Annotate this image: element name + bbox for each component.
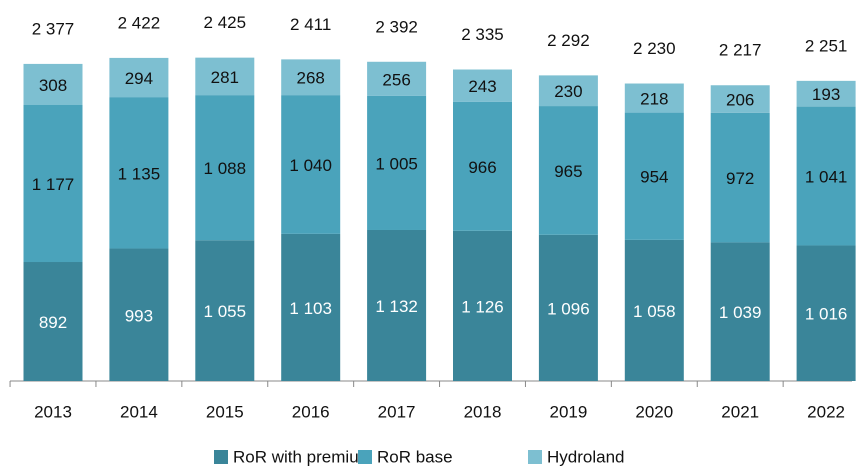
data-label: 1 135 — [118, 164, 161, 183]
total-label: 2 251 — [805, 36, 848, 55]
data-label: 1 103 — [289, 299, 332, 318]
data-label: 193 — [812, 85, 840, 104]
legend-swatch — [214, 450, 228, 464]
data-label: 1 039 — [719, 303, 762, 322]
bar-segment — [195, 57, 255, 96]
total-label: 2 230 — [633, 39, 676, 58]
bar-segment — [195, 95, 255, 241]
bar-segment — [453, 101, 512, 231]
data-label: 218 — [640, 90, 668, 109]
data-label: 966 — [468, 158, 496, 177]
bar-segment — [624, 112, 684, 240]
bar-segment — [624, 239, 684, 381]
bar-segment — [538, 106, 598, 235]
x-tick-label: 2015 — [206, 402, 244, 421]
total-label: 2 425 — [204, 13, 247, 32]
bar-segment — [23, 63, 83, 105]
data-label: 1 096 — [547, 299, 590, 318]
bar-segment — [23, 262, 83, 381]
legend-swatch — [358, 450, 372, 464]
total-label: 2 422 — [118, 13, 161, 32]
x-tick-label: 2019 — [549, 402, 587, 421]
data-label: 1 058 — [633, 302, 676, 321]
bar-segment — [538, 234, 598, 381]
data-label: 972 — [726, 169, 754, 188]
data-label: 1 041 — [805, 168, 848, 187]
total-label: 2 335 — [461, 25, 504, 44]
bar-segment — [796, 80, 856, 107]
data-label: 308 — [39, 76, 67, 95]
bar-segment — [367, 61, 427, 96]
data-label: 206 — [726, 90, 754, 109]
bar-segment — [796, 245, 856, 381]
data-label: 1 126 — [461, 297, 504, 316]
bar-segment — [710, 242, 770, 381]
x-tick-label: 2013 — [34, 402, 72, 421]
data-label: 954 — [640, 168, 668, 187]
bar-segment — [796, 106, 856, 246]
data-label: 965 — [554, 162, 582, 181]
bar-segment — [710, 112, 770, 243]
bar-segment — [23, 104, 83, 263]
bar-segment — [453, 230, 512, 381]
x-tick-label: 2022 — [807, 402, 845, 421]
legend-label: RoR base — [377, 447, 453, 466]
bar-segment — [453, 69, 512, 102]
data-label: 230 — [554, 82, 582, 101]
data-label: 1 088 — [204, 159, 247, 178]
x-tick-label: 2018 — [464, 402, 502, 421]
bar-segment — [195, 240, 255, 381]
bar-segment — [624, 83, 684, 113]
bar-segment — [109, 57, 169, 98]
x-tick-label: 2021 — [721, 402, 759, 421]
data-label: 892 — [39, 313, 67, 332]
x-tick-label: 2014 — [120, 402, 158, 421]
total-label: 2 411 — [290, 15, 331, 34]
data-label: 1 040 — [289, 156, 332, 175]
bar-segment — [281, 59, 341, 96]
bar-segment — [367, 229, 427, 381]
data-label: 993 — [125, 306, 153, 325]
bar-segment — [710, 85, 770, 113]
bar-segment — [281, 233, 341, 381]
total-label: 2 377 — [32, 19, 75, 38]
bar-segment — [109, 97, 169, 249]
legend-label: Hydroland — [547, 447, 625, 466]
bar-segment — [367, 95, 427, 230]
x-tick-label: 2016 — [292, 402, 330, 421]
bar-segment — [281, 95, 341, 234]
data-label: 1 055 — [204, 302, 247, 321]
x-tick-label: 2020 — [635, 402, 673, 421]
x-tick-label: 2017 — [378, 402, 416, 421]
data-label: 1 005 — [375, 154, 418, 173]
data-label: 281 — [211, 68, 239, 87]
data-label: 243 — [468, 77, 496, 96]
legend-swatch — [528, 450, 542, 464]
data-label: 1 177 — [32, 175, 75, 194]
total-label: 2 392 — [375, 17, 418, 36]
legend-label: RoR with premium — [233, 447, 373, 466]
data-label: 1 016 — [805, 305, 848, 324]
total-label: 2 217 — [719, 41, 762, 60]
data-label: 294 — [125, 69, 153, 88]
data-label: 1 132 — [375, 297, 418, 316]
bar-segment — [538, 75, 598, 107]
data-label: 268 — [297, 69, 325, 88]
data-label: 256 — [382, 70, 410, 89]
bar-segment — [109, 248, 169, 381]
total-label: 2 292 — [547, 31, 590, 50]
